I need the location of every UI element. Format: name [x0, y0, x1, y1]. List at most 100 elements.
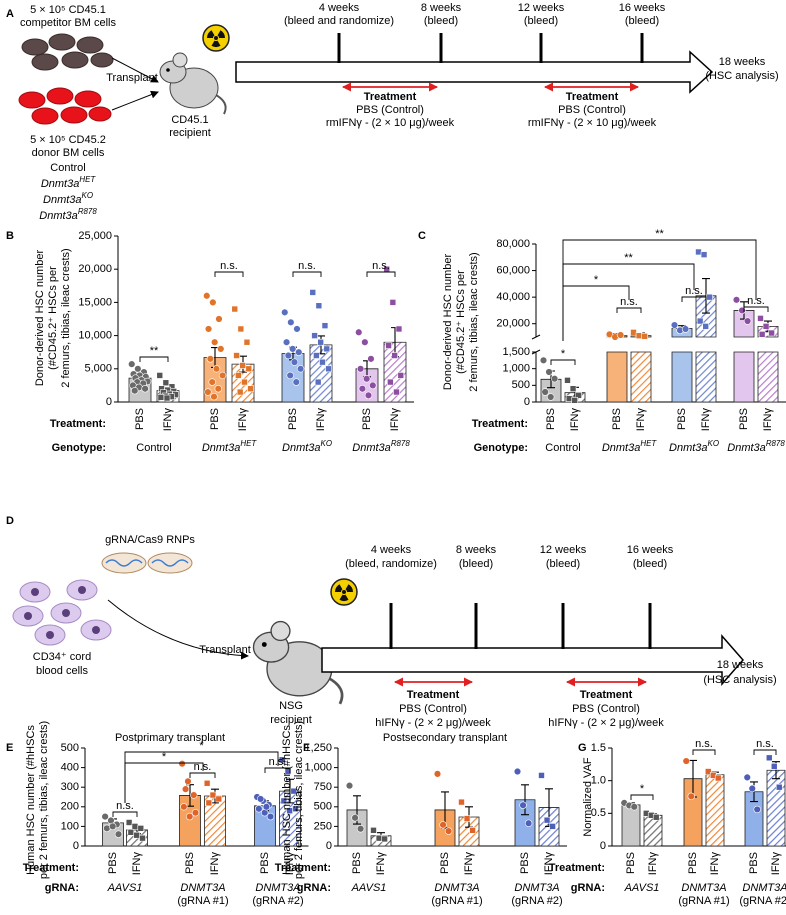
y-tick-label: 750 [314, 781, 332, 793]
significance-bracket [112, 811, 138, 817]
data-point [210, 392, 218, 401]
data-point [205, 799, 213, 807]
data-point [367, 355, 375, 363]
bar [540, 378, 562, 403]
text-base: Dnmt3a [202, 442, 241, 454]
timepoint-label: 16 weeks [627, 544, 674, 556]
y-tick-label: 0 [600, 840, 606, 852]
x-tick-label: IFNγ [569, 408, 581, 432]
data-point [210, 338, 219, 346]
significance-label: n.s. [194, 761, 212, 773]
data-point [233, 352, 240, 359]
data-point [317, 338, 324, 346]
data-point [524, 819, 533, 827]
text-base: Dnmt3a [602, 442, 641, 454]
radiation-icon [202, 24, 230, 52]
data-point [262, 803, 271, 811]
text-base: Dnmt3a [669, 442, 708, 454]
treatment-label: Treatment [407, 689, 460, 701]
bar [671, 327, 693, 403]
y-tick-label: 0 [73, 840, 79, 852]
y-tick-label: 1,000 [502, 363, 530, 375]
bar [355, 368, 379, 403]
timepoint-label: (bleed and randomize) [284, 15, 394, 27]
treatment-label: Treatment [580, 689, 633, 701]
significance-bracket [681, 296, 707, 302]
significance-bracket [743, 306, 769, 312]
significance-label: * [640, 783, 645, 795]
y-axis-label: per 2 femurs, tibias, ileac crests) [38, 721, 50, 879]
data-point [702, 323, 710, 330]
data-point [323, 345, 331, 353]
data-point [125, 819, 133, 826]
data-point [575, 392, 582, 399]
y-tick-label: 500 [314, 801, 332, 813]
panel-label: C [418, 230, 426, 242]
data-point [296, 365, 305, 373]
endpoint-label: (HSC analysis) [703, 674, 776, 686]
x-tick-label: PBS [545, 408, 557, 430]
data-point [765, 754, 773, 762]
bar [621, 804, 641, 847]
data-point [695, 248, 702, 256]
bar [705, 774, 725, 847]
group-label: DNMT3A [180, 882, 225, 894]
significance-bracket [292, 271, 322, 277]
group-label: Dnmt3aKO [669, 439, 719, 454]
group-label: Dnmt3aHET [202, 439, 258, 454]
text-superscript: HET [640, 439, 657, 448]
y-axis-label: Human HSC number (#hHSCs [281, 725, 293, 875]
data-point [569, 385, 577, 392]
timepoint-label: 8 weeks [421, 2, 462, 14]
data-point [292, 805, 299, 813]
data-point [255, 805, 263, 813]
data-point [549, 823, 556, 830]
data-point [513, 767, 522, 776]
data-point [128, 360, 136, 368]
y-tick-label: 1.0 [591, 775, 606, 787]
y-tick-label: 0 [106, 396, 112, 408]
data-point [101, 812, 109, 821]
data-point [385, 342, 392, 349]
cells-label: CD34⁺ cord [33, 651, 91, 663]
data-point [157, 394, 165, 401]
data-point [325, 365, 332, 373]
data-point [247, 385, 254, 393]
x-tick-label: IFNγ [162, 408, 174, 432]
y-tick-label: 5,000 [84, 363, 112, 375]
cells-label: blood cells [36, 665, 88, 677]
bar [279, 790, 301, 847]
genotype-label: Dnmt3aR878 [39, 207, 97, 222]
data-point [681, 325, 690, 333]
data-point [139, 834, 146, 842]
data-point [565, 395, 573, 402]
x-tick-label: IFNγ [635, 408, 647, 432]
data-point [243, 338, 251, 346]
data-point [184, 777, 192, 786]
data-point [295, 348, 303, 356]
significance-bracket [214, 271, 244, 277]
data-point [630, 803, 638, 811]
timepoint-label: 12 weeks [540, 544, 587, 556]
text-base: Dnmt3a [352, 442, 391, 454]
data-point [439, 821, 447, 829]
row-label: Treatment: [50, 418, 106, 430]
treatment-label: PBS (Control) [558, 104, 626, 116]
data-point [191, 808, 200, 817]
timepoint-label: (bleed) [424, 15, 458, 27]
data-point [190, 791, 198, 799]
error-bar [521, 784, 529, 816]
significance-label: * [199, 740, 204, 752]
text-superscript: HET [79, 175, 96, 184]
x-tick-label: PBS [184, 852, 196, 874]
data-point [381, 835, 388, 843]
recipient-label: recipient [169, 127, 211, 139]
y-tick-label: 15,000 [78, 296, 112, 308]
text-superscript: KO [321, 439, 332, 448]
significance-bracket [189, 772, 216, 778]
timepoint-label: (bleed) [625, 15, 659, 27]
x-tick-label: PBS [351, 852, 363, 874]
endpoint-label: 18 weeks [717, 659, 764, 671]
significance-bracket [139, 356, 169, 362]
data-point [670, 321, 679, 329]
